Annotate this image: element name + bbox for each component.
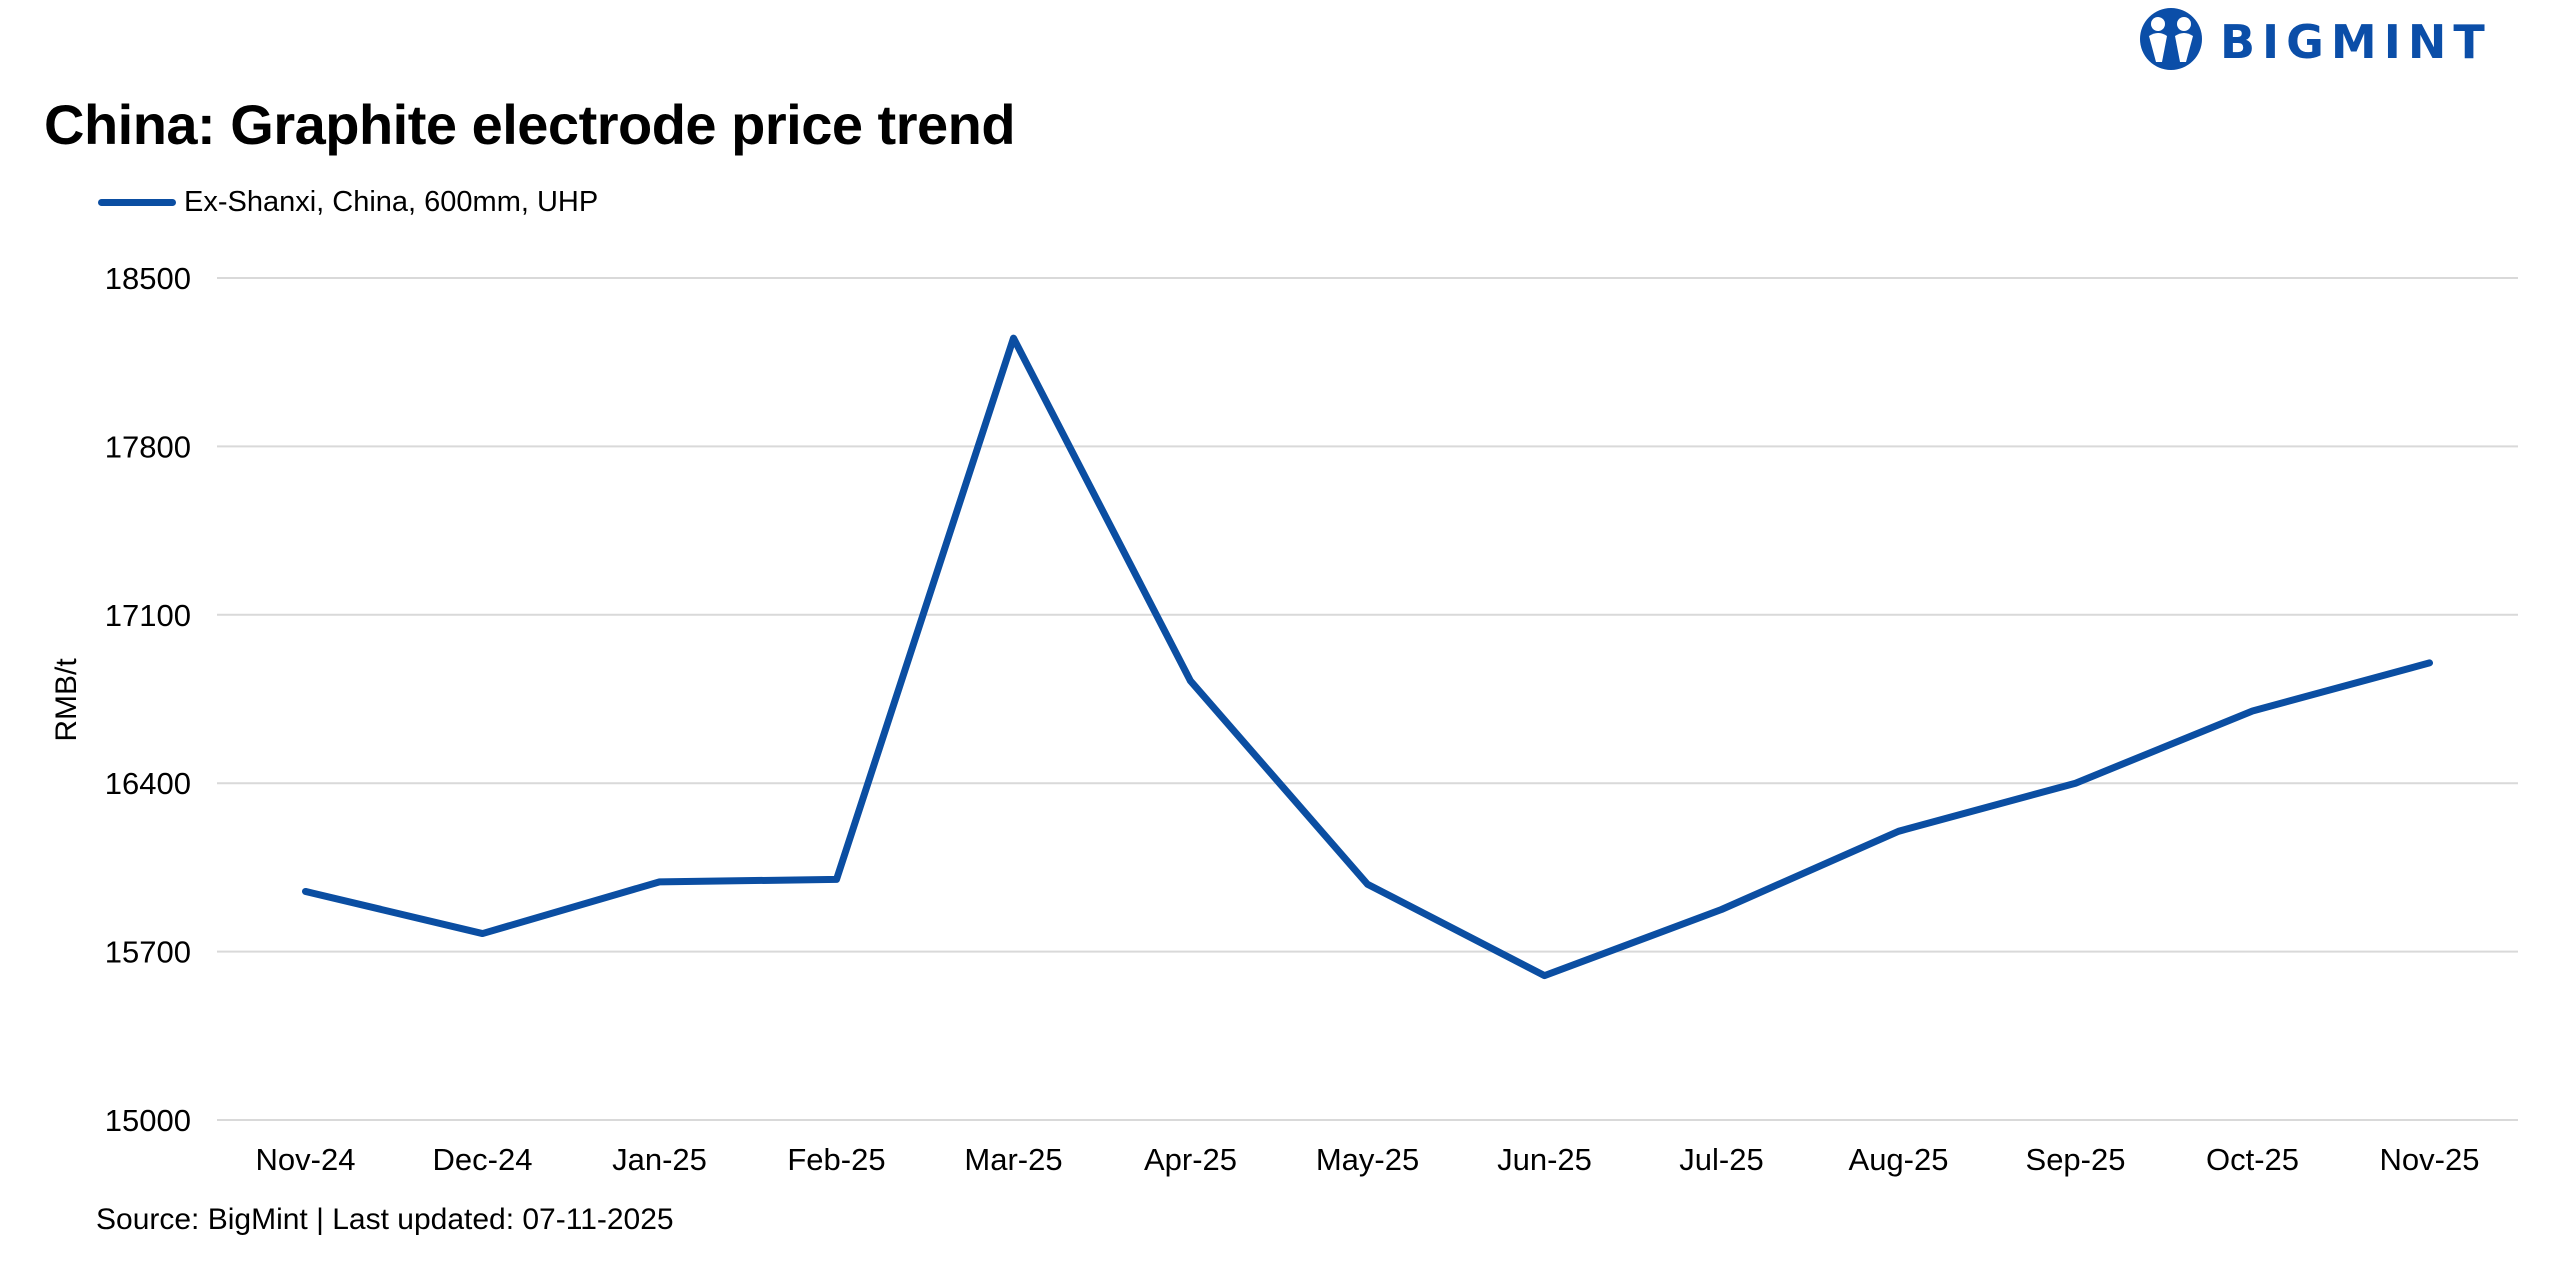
y-tick-label: 15700 — [105, 935, 191, 970]
bigmint-logo-text: BIGMINT — [2220, 15, 2492, 69]
series-lines — [302, 334, 2433, 980]
x-tick-label: Apr-25 — [1144, 1142, 1237, 1177]
series-line — [302, 334, 2433, 980]
x-tick-label: Nov-24 — [256, 1142, 356, 1177]
x-tick-label: Dec-24 — [433, 1142, 533, 1177]
x-tick-label: Oct-25 — [2206, 1142, 2299, 1177]
legend: Ex-Shanxi, China, 600mm, UHP — [98, 186, 598, 219]
y-tick-labels: 15000 15700 16400 17100 17800 18500 — [105, 261, 191, 1138]
x-tick-label: May-25 — [1316, 1142, 1419, 1177]
x-tick-labels: Nov-24 Dec-24 Jan-25 Feb-25 Mar-25 Apr-25 May-… — [256, 1142, 2480, 1177]
bigmint-logo: BIGMINT — [2138, 6, 2492, 78]
bigmint-logo-icon — [2140, 8, 2202, 70]
legend-label: Ex-Shanxi, China, 600mm, UHP — [184, 186, 599, 218]
x-tick-label: Jul-25 — [1679, 1142, 1763, 1177]
y-tick-label: 17800 — [105, 429, 191, 464]
x-tick-label: Jan-25 — [612, 1142, 707, 1177]
x-tick-label: Aug-25 — [1849, 1142, 1949, 1177]
y-tick-label: 16400 — [105, 766, 191, 801]
x-tick-label: Sep-25 — [2026, 1142, 2126, 1177]
y-tick-label: 17100 — [105, 598, 191, 633]
x-tick-label: Nov-25 — [2380, 1142, 2480, 1177]
legend-swatch — [98, 199, 176, 206]
chart-title: China: Graphite electrode price trend — [44, 93, 1016, 156]
y-axis-label: RMB/t — [50, 658, 83, 742]
source-note: Source: BigMint | Last updated: 07-11-20… — [96, 1203, 674, 1236]
y-tick-label: 15000 — [105, 1103, 191, 1138]
x-tick-label: Mar-25 — [964, 1142, 1062, 1177]
y-tick-label: 18500 — [105, 261, 191, 296]
gridlines — [217, 277, 2518, 1121]
x-tick-label: Jun-25 — [1497, 1142, 1592, 1177]
x-tick-label: Feb-25 — [787, 1142, 885, 1177]
